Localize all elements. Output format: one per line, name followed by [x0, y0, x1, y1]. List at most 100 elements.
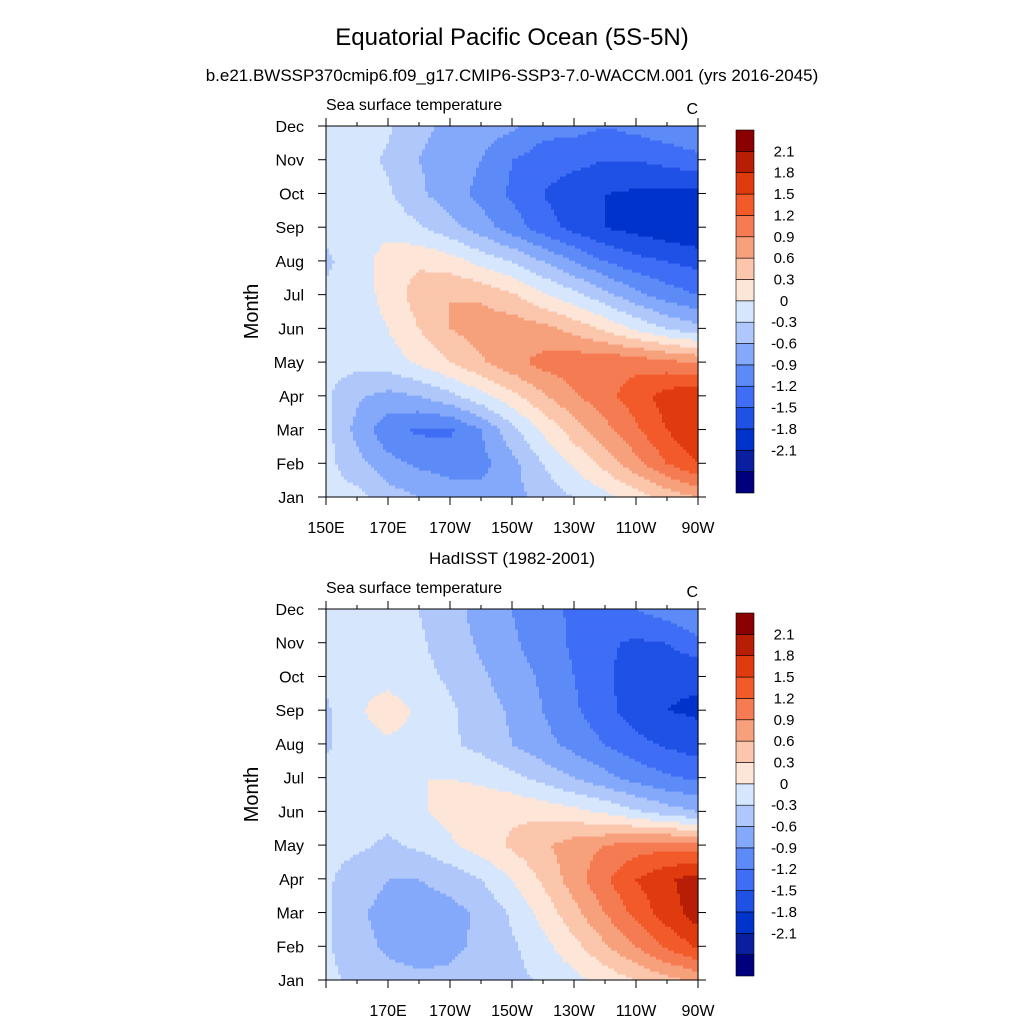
field-cell	[686, 815, 699, 819]
colorbar-label: -1.2	[771, 861, 797, 878]
field-cell	[548, 722, 591, 726]
field-cell	[554, 785, 606, 789]
field-cell	[632, 485, 663, 489]
field-cell	[665, 788, 699, 792]
field-cell	[476, 413, 501, 417]
field-cell	[536, 872, 561, 876]
field-cell	[407, 284, 492, 288]
field-cell	[629, 638, 645, 642]
field-cell	[326, 239, 459, 243]
field-cell	[665, 239, 699, 243]
field-cell	[641, 338, 693, 342]
field-cell	[497, 761, 546, 765]
field-cell	[494, 380, 528, 384]
field-cell	[578, 806, 630, 810]
field-cell	[335, 443, 357, 447]
field-cell	[518, 126, 699, 129]
field-cell	[494, 254, 531, 258]
field-cell	[437, 200, 477, 204]
field-cell	[590, 455, 615, 459]
field-cell	[407, 296, 522, 300]
field-cell	[326, 896, 333, 900]
field-cell	[638, 233, 699, 237]
field-cell	[464, 947, 519, 951]
field-cell	[524, 281, 558, 285]
field-cell	[326, 191, 393, 195]
field-cell	[419, 410, 471, 414]
field-cell	[656, 296, 699, 300]
field-cell	[419, 158, 483, 162]
field-cell	[344, 476, 384, 480]
field-cell	[326, 686, 447, 690]
field-cell	[635, 302, 678, 306]
field-cell	[449, 308, 495, 312]
field-cell	[326, 332, 390, 336]
field-cell	[590, 479, 621, 483]
field-cell	[380, 728, 399, 732]
field-cell	[485, 473, 522, 477]
y-tick-label: Sep	[276, 220, 305, 237]
field-cell	[512, 389, 543, 393]
field-cell	[434, 815, 627, 819]
field-cell	[335, 455, 363, 459]
field-cell	[593, 434, 621, 438]
field-cell	[626, 719, 699, 723]
field-cell	[455, 404, 486, 408]
field-cell	[389, 689, 450, 693]
field-cell	[326, 401, 333, 405]
field-cell	[521, 215, 558, 219]
field-cell	[680, 935, 699, 939]
field-cell	[515, 455, 540, 459]
x-tick-label: 170E	[369, 1003, 406, 1020]
field-cell	[566, 617, 663, 621]
field-cell	[500, 227, 531, 231]
field-cell	[395, 341, 432, 345]
field-cell	[515, 425, 537, 429]
field-cell	[332, 941, 378, 945]
field-cell	[599, 257, 657, 261]
field-cell	[407, 356, 447, 360]
field-cell	[596, 956, 627, 960]
field-cell	[536, 917, 564, 921]
field-cell	[626, 230, 699, 234]
field-cell	[458, 719, 507, 723]
field-cell	[602, 938, 630, 942]
field-cell	[335, 449, 360, 453]
field-cell	[560, 485, 600, 489]
field-cell	[518, 638, 567, 642]
field-cell	[632, 449, 660, 453]
field-cell	[332, 737, 462, 741]
field-cell	[560, 863, 591, 867]
field-cell	[539, 923, 567, 927]
field-cell	[596, 128, 618, 132]
field-cell	[509, 767, 558, 771]
field-cell	[473, 182, 510, 186]
colorbar-box	[735, 911, 755, 934]
field-cell	[434, 344, 474, 348]
field-cell	[539, 686, 576, 690]
field-cell	[335, 878, 390, 882]
field-cell	[326, 689, 387, 693]
colorbar-box	[735, 215, 755, 238]
field-cell	[512, 161, 597, 165]
field-cell	[383, 884, 429, 888]
field-cell	[467, 620, 516, 624]
field-cell	[476, 875, 510, 879]
field-cell	[575, 245, 615, 249]
field-cell	[326, 923, 333, 927]
field-cell	[326, 698, 330, 702]
field-cell	[494, 410, 519, 414]
field-cell	[641, 884, 678, 888]
field-cell	[650, 932, 678, 936]
field-cell	[326, 209, 405, 213]
field-cell	[326, 350, 402, 354]
field-cell	[521, 395, 549, 399]
field-cell	[353, 422, 378, 426]
field-cell	[455, 416, 483, 420]
field-cell	[461, 407, 489, 411]
field-cell	[593, 782, 642, 786]
field-cell	[620, 896, 648, 900]
field-cell	[641, 272, 699, 276]
field-cell	[389, 833, 453, 837]
field-cell	[551, 182, 699, 186]
